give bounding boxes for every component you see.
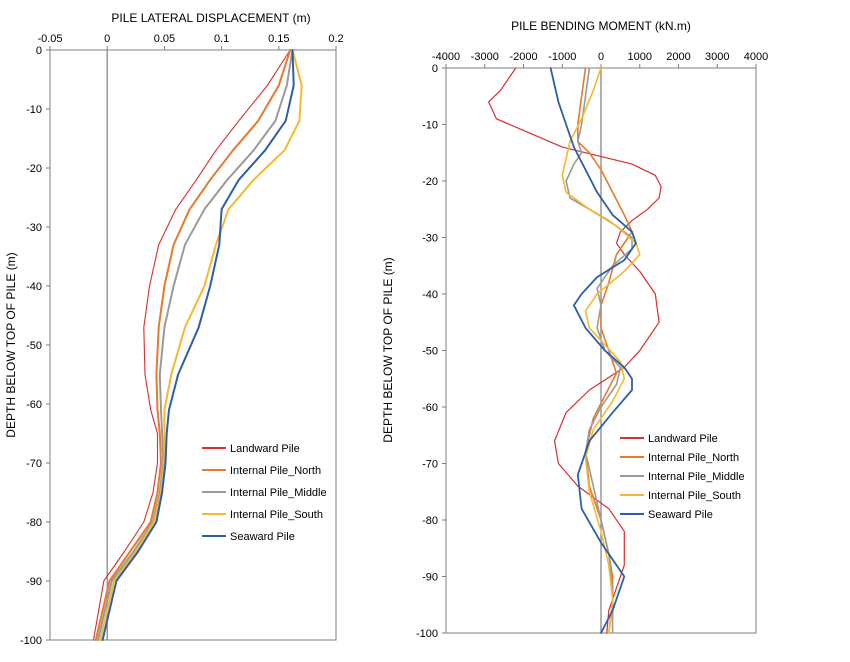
y-axis-title: DEPTH BELOW TOP OF PILE (m) — [381, 257, 395, 442]
y-tick-label: -80 — [422, 515, 438, 527]
y-tick-label: -100 — [416, 628, 438, 640]
legend-label: Seaward Pile — [648, 509, 713, 521]
x-tick-label: 0.15 — [268, 33, 289, 45]
x-tick-label: 0.05 — [154, 33, 175, 45]
x-axis-title: PILE LATERAL DISPLACEMENT (m) — [111, 11, 310, 25]
x-tick-label: 0.1 — [214, 33, 229, 45]
legend-label: Internal Pile_North — [648, 452, 739, 464]
series-line-internal-pile-middle — [565, 67, 633, 634]
legend-label: Internal Pile_Middle — [648, 471, 745, 483]
chart-title: PILE BENDING MOMENT (kN.m) — [511, 19, 691, 33]
y-tick-label: 0 — [36, 45, 42, 57]
legend-label: Landward Pile — [648, 433, 718, 445]
series-line-landward-pile — [488, 67, 662, 634]
y-tick-label: -90 — [26, 576, 42, 588]
x-tick-label: 0 — [104, 33, 110, 45]
series-line-internal-pile-middle — [97, 49, 294, 641]
y-tick-label: -50 — [26, 340, 42, 352]
series-line-seaward-pile — [101, 49, 295, 641]
y-tick-label: -30 — [422, 233, 438, 245]
legend-label: Seaward Pile — [230, 531, 295, 543]
y-tick-label: -20 — [26, 163, 42, 175]
x-tick-label: -2000 — [509, 51, 537, 63]
x-tick-label: 0 — [598, 51, 604, 63]
legend-label: Internal Pile_South — [648, 490, 741, 502]
y-tick-label: -20 — [422, 176, 438, 188]
x-tick-label: 4000 — [744, 51, 768, 63]
y-tick-label: -90 — [422, 572, 438, 584]
series-line-landward-pile — [92, 49, 291, 641]
series-line-internal-pile-north — [94, 49, 292, 641]
x-tick-label: -3000 — [471, 51, 499, 63]
y-tick-label: -50 — [422, 346, 438, 358]
y-axis-title: DEPTH BELOW TOP OF PILE (m) — [4, 252, 18, 437]
series-line-internal-pile-south — [561, 67, 641, 634]
legend-label: Internal Pile_Middle — [230, 487, 327, 499]
y-tick-label: -100 — [20, 635, 42, 647]
x-tick-label: -4000 — [432, 51, 460, 63]
legend: Landward Pile Internal Pile_North Internal… — [620, 433, 745, 521]
x-tick-label: 0.2 — [328, 33, 343, 45]
y-tick-label: -60 — [26, 399, 42, 411]
legend-label: Landward Pile — [230, 443, 300, 455]
y-tick-label: -60 — [422, 402, 438, 414]
y-tick-label: -70 — [26, 458, 42, 470]
bending-moment-chart: -4000 -3000 -2000 -1000 0 1000 2000 3000 4000 0 -… — [381, 19, 768, 640]
x-tick-label: -0.05 — [37, 33, 62, 45]
legend: Landward Pile Internal Pile_North Internal… — [202, 443, 327, 543]
y-tick-label: -70 — [422, 459, 438, 471]
legend-label: Internal Pile_South — [230, 509, 323, 521]
x-tick-label: 2000 — [666, 51, 690, 63]
series-line-seaward-pile — [549, 67, 637, 634]
y-tick-label: 0 — [432, 63, 438, 75]
y-tick-label: -40 — [422, 289, 438, 301]
y-tick-label: -40 — [26, 281, 42, 293]
displacement-chart: -0.05 0 0.05 0.1 0.15 0.2 0-10-20-30-40-50-60… — [4, 11, 344, 647]
x-tick-label: -1000 — [548, 51, 576, 63]
legend-label: Internal Pile_North — [230, 465, 321, 477]
x-tick-label: 1000 — [628, 51, 652, 63]
y-tick-label: -10 — [26, 104, 42, 116]
y-tick-label: -80 — [26, 517, 42, 529]
y-tick-label: -10 — [422, 120, 438, 132]
x-tick-label: 3000 — [705, 51, 729, 63]
series-line-internal-pile-south — [99, 49, 303, 641]
y-tick-label: -30 — [26, 222, 42, 234]
